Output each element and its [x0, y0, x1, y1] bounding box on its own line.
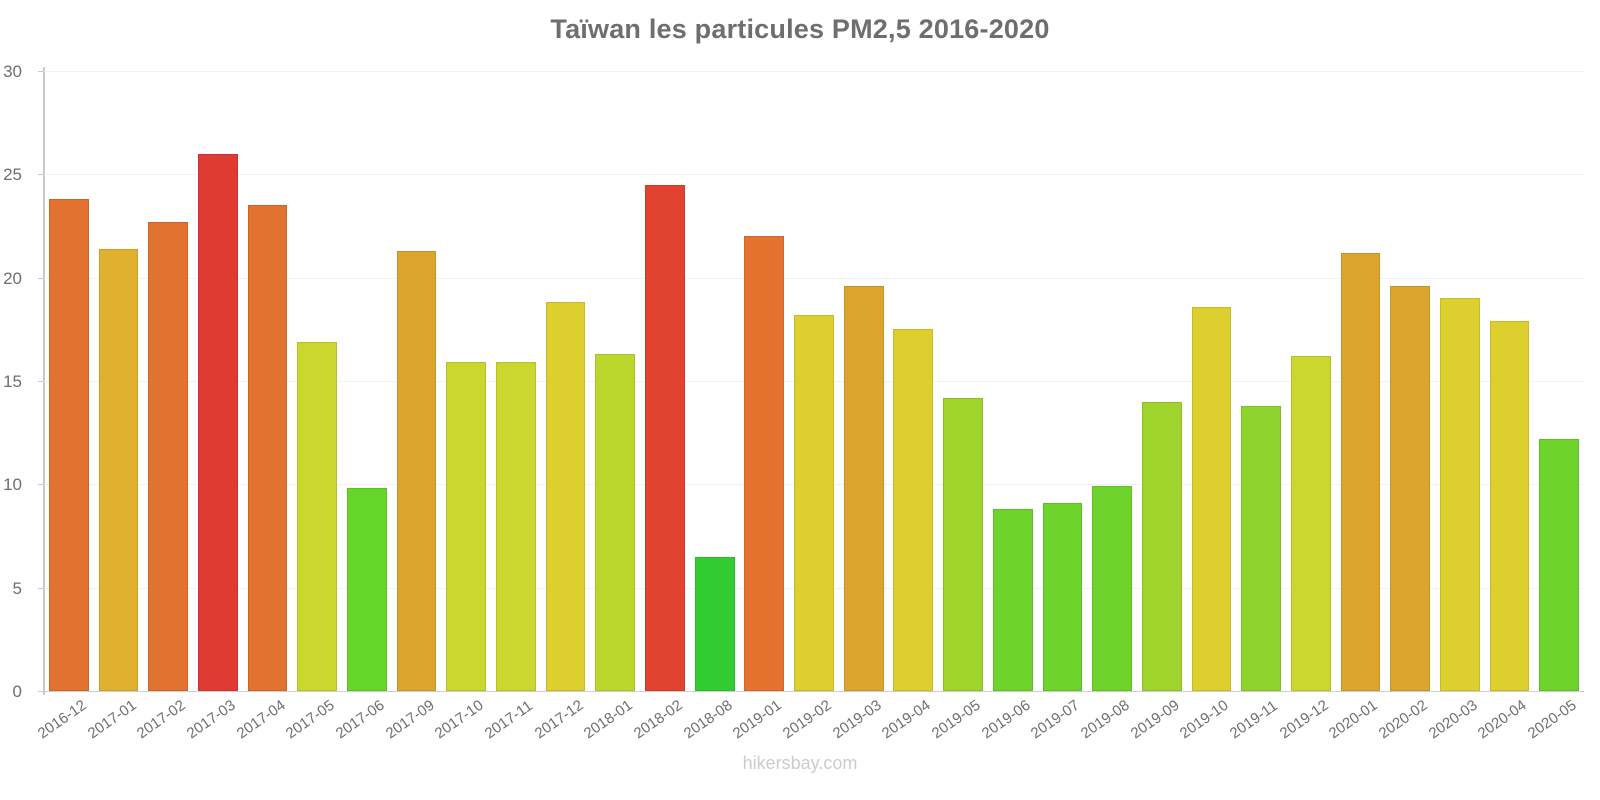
bar[interactable] — [1241, 405, 1281, 691]
y-tick-label: 0 — [12, 682, 22, 701]
x-tick-label: 2020-05 — [1524, 696, 1580, 743]
gridline — [44, 277, 1584, 279]
y-tick-label: 5 — [12, 578, 22, 598]
y-tick-mark — [38, 71, 44, 72]
x-tick-label: 2019-07 — [1028, 696, 1083, 743]
x-tick-label: 2017-11 — [481, 697, 536, 743]
gridline — [44, 691, 1584, 692]
gridline — [44, 71, 1584, 72]
x-tick-label: 2017-04 — [233, 696, 289, 743]
bar[interactable] — [247, 205, 288, 691]
y-tick-label: 15 — [3, 372, 22, 391]
x-tick-label: 2019-02 — [779, 696, 835, 743]
x-tick-label: 2019-03 — [829, 696, 885, 743]
x-axis-tick-labels: 2016-12 2017-01 2017-02 2017-03 2017-04 2017-… — [35, 691, 1584, 791]
plot-area: 0 5 10 15 20 25 30 — [3, 62, 1584, 701]
bar[interactable] — [347, 488, 387, 691]
bar[interactable] — [496, 362, 536, 691]
x-tick-label: 2017-03 — [183, 696, 239, 743]
bar[interactable] — [794, 314, 834, 691]
y-tick-mark — [38, 484, 44, 486]
bar[interactable] — [1340, 252, 1381, 691]
bar[interactable] — [98, 248, 139, 691]
x-tick-label: 2018-01 — [581, 696, 636, 743]
y-tick-label: 25 — [3, 165, 22, 185]
source-credit: hikersbay.com — [742, 753, 858, 773]
x-tick-label: 2016-12 — [34, 696, 90, 743]
x-tick-label: 2019-10 — [1177, 696, 1233, 743]
bar[interactable] — [843, 285, 884, 691]
y-tick-mark — [38, 381, 44, 382]
bar[interactable] — [1489, 321, 1530, 691]
x-tick-label: 2020-04 — [1475, 696, 1531, 743]
bar[interactable] — [893, 329, 934, 691]
bar[interactable] — [1191, 306, 1232, 691]
x-tick-label: 2019-04 — [879, 696, 934, 743]
y-tick-mark — [38, 277, 44, 279]
bar[interactable] — [48, 199, 89, 691]
bar[interactable] — [595, 354, 636, 691]
bar[interactable] — [1092, 486, 1132, 691]
bar[interactable] — [1390, 285, 1430, 691]
x-tick-label: 2017-09 — [382, 696, 438, 743]
x-tick-label: 2019-06 — [978, 696, 1034, 743]
x-tick-label: 2020-01 — [1326, 696, 1382, 743]
x-tick-label: 2018-02 — [630, 696, 686, 743]
x-tick-label: 2017-05 — [282, 696, 338, 743]
x-tick-label: 2019-12 — [1276, 696, 1332, 743]
x-tick-label: 2019-05 — [928, 696, 984, 743]
bar[interactable] — [545, 302, 586, 691]
x-tick-label: 2019-01 — [730, 696, 785, 743]
bar[interactable] — [198, 153, 238, 691]
x-tick-label: 2020-02 — [1375, 696, 1431, 743]
bar[interactable] — [1141, 401, 1182, 691]
bar[interactable] — [1290, 356, 1331, 691]
bar[interactable] — [297, 341, 338, 691]
x-tick-label: 2017-06 — [332, 696, 388, 743]
chart-title: Taïwan les particules PM2,5 2016-2020 — [550, 14, 1050, 44]
bar[interactable] — [1439, 298, 1480, 691]
x-tick-label: 2020-03 — [1425, 696, 1481, 743]
bar[interactable] — [744, 236, 785, 691]
bar[interactable] — [446, 362, 487, 691]
gridline — [44, 174, 1584, 176]
bar[interactable] — [396, 250, 437, 691]
bar[interactable] — [694, 556, 735, 691]
bar[interactable] — [1539, 438, 1580, 691]
x-tick-label: 2017-02 — [133, 696, 189, 743]
x-tick-label: 2018-08 — [680, 696, 736, 743]
y-tick-label: 20 — [3, 268, 22, 288]
x-tick-label: 2017-12 — [531, 696, 587, 743]
y-tick-label: 30 — [3, 62, 22, 81]
bar[interactable] — [1042, 502, 1083, 691]
y-tick-mark — [38, 587, 44, 589]
bar[interactable] — [992, 509, 1033, 691]
y-tick-label: 10 — [3, 475, 22, 495]
bar[interactable] — [148, 221, 189, 691]
x-tick-label: 2019-09 — [1127, 696, 1183, 743]
x-tick-label: 2019-11 — [1226, 697, 1281, 743]
bar[interactable] — [645, 184, 685, 691]
bar[interactable] — [943, 397, 983, 691]
x-tick-label: 2017-01 — [84, 696, 140, 743]
y-tick-mark — [38, 691, 44, 692]
x-tick-label: 2019-08 — [1077, 696, 1133, 743]
x-tick-label: 2017-10 — [432, 696, 487, 743]
y-tick-mark — [38, 174, 44, 176]
